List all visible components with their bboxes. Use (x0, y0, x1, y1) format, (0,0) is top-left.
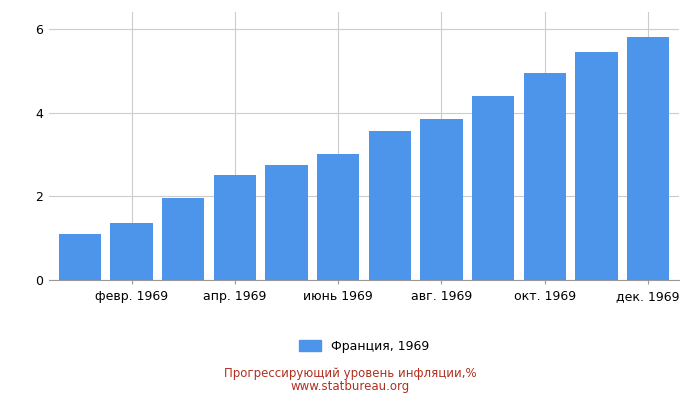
Bar (626, 37, 669, 280)
Bar (59, 234, 102, 280)
Bar (162, 198, 204, 280)
Bar (317, 154, 359, 280)
Bar (111, 224, 153, 280)
Text: www.statbureau.org: www.statbureau.org (290, 380, 410, 393)
Bar (575, 52, 617, 280)
Bar (265, 165, 308, 280)
Bar (369, 131, 411, 280)
Bar (214, 175, 256, 280)
Bar (472, 96, 514, 280)
Legend: Франция, 1969: Франция, 1969 (299, 340, 429, 353)
Text: Прогрессирующий уровень инфляции,%: Прогрессирующий уровень инфляции,% (224, 368, 476, 380)
Bar (420, 119, 463, 280)
Bar (524, 73, 566, 280)
